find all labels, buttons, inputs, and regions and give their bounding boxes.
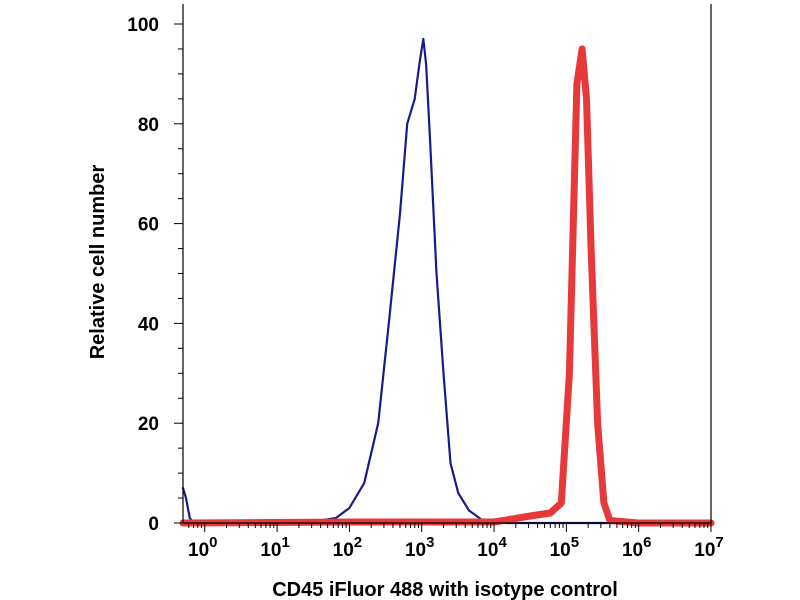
y-axis-ticks: 0 20 40 60 80 100 <box>127 15 183 535</box>
x-tick-label: 103 <box>405 534 434 561</box>
x-tick-label: 106 <box>622 534 651 561</box>
y-tick-label: 80 <box>138 115 159 136</box>
y-tick-label: 20 <box>138 414 159 435</box>
x-tick-label: 100 <box>188 534 217 561</box>
x-tick-label: 107 <box>694 534 723 561</box>
x-tick-label: 105 <box>550 534 579 561</box>
y-tick-label: 40 <box>138 314 159 335</box>
x-axis-ticks: 100 101 102 103 104 105 106 107 <box>188 523 724 561</box>
y-tick-label: 0 <box>148 514 159 535</box>
x-tick-label: 101 <box>260 534 289 561</box>
series-layer <box>179 37 715 527</box>
series-line-1 <box>181 37 713 525</box>
series-line-2 <box>179 45 715 527</box>
plot-frame <box>182 4 712 524</box>
x-tick-label: 102 <box>333 534 362 561</box>
x-tick-label: 104 <box>477 534 507 561</box>
y-tick-label: 100 <box>127 15 159 36</box>
x-axis-label: CD45 iFluor 488 with isotype control <box>272 579 618 600</box>
y-tick-label: 60 <box>138 215 159 236</box>
y-axis-label: Relative cell number <box>87 165 109 360</box>
